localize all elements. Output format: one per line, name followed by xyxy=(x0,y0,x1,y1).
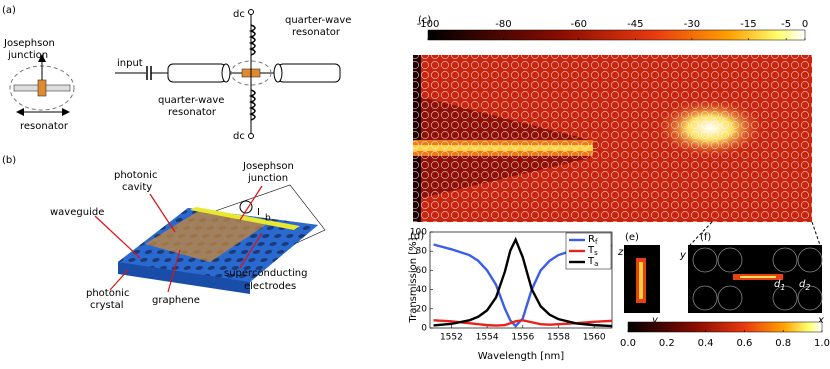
colorbar-tick-label: -30 xyxy=(684,19,700,30)
panel-a: (a) Josephson junction resonator input q… xyxy=(2,5,351,142)
label: resonator xyxy=(168,107,217,118)
label: dc xyxy=(233,9,245,20)
label: Josephson xyxy=(3,38,55,49)
y-tick-label: 100 xyxy=(410,228,427,238)
x-tick-label: 1560 xyxy=(583,333,606,343)
colorbar-tick-label: -80 xyxy=(495,19,511,30)
label: quarter-wave xyxy=(158,95,224,106)
label: cavity xyxy=(122,182,152,193)
panel-label: (b) xyxy=(2,155,16,166)
panel-label: (d) xyxy=(410,231,424,242)
axis-label: x xyxy=(817,315,824,326)
panel-label: (e) xyxy=(625,232,639,243)
label: superconducting xyxy=(224,268,307,279)
panel-b: (b) I b waveguide photonic cavity Joseph… xyxy=(2,155,326,311)
y-tick-label: 20 xyxy=(416,304,428,314)
label: graphene xyxy=(152,295,200,306)
x-tick-label: 1552 xyxy=(440,333,463,343)
x-tick-label: 1556 xyxy=(511,333,534,343)
axis-label: z xyxy=(617,247,624,258)
axis-label: y xyxy=(679,250,687,261)
panel-label: (a) xyxy=(2,5,16,16)
panel-ef: (e) (f) z y y x d1 d2 xyxy=(617,232,824,333)
colorbar xyxy=(627,321,823,333)
legend-label: Ts xyxy=(587,245,598,257)
x-axis-label: Wavelength [nm] xyxy=(478,351,564,362)
colorbar-tick-label: 0.0 xyxy=(620,338,636,349)
label: photonic xyxy=(114,170,157,181)
axis-label: y xyxy=(651,315,659,326)
colorbar-tick-label: 0.8 xyxy=(775,338,791,349)
y-axis-label: Transmission [%] xyxy=(408,237,419,323)
label: resonator xyxy=(292,27,341,38)
label: I xyxy=(257,207,260,218)
label: input xyxy=(117,58,143,69)
y-tick-label: 40 xyxy=(416,285,428,295)
panel-d: (d) Wavelength [nm] Transmission [%] xyxy=(408,231,613,362)
colorbar-tick-label: -60 xyxy=(571,19,587,30)
colorbar-tick-label: -15 xyxy=(740,19,756,30)
label: electrodes xyxy=(244,281,296,292)
y-tick-label: 60 xyxy=(416,266,428,276)
label: junction xyxy=(247,173,288,184)
label: quarter-wave xyxy=(285,15,351,26)
colorbar-tick-label: 1.0 xyxy=(814,338,830,349)
y-tick-label: 80 xyxy=(416,247,428,257)
y-tick-label: 0 xyxy=(421,324,427,334)
colorbar-tick-label: 0.4 xyxy=(698,338,714,349)
label: junction xyxy=(7,50,48,61)
x-tick-label: 1554 xyxy=(476,333,499,343)
label: photonic xyxy=(86,288,129,299)
colorbar-tick-label: -100 xyxy=(417,19,440,30)
label: dc xyxy=(233,131,245,142)
colorbar-tick-label: 0 xyxy=(802,19,808,30)
panel-label: (c) xyxy=(418,15,431,26)
colorbar xyxy=(427,29,806,41)
label: resonator xyxy=(20,121,69,132)
x-tick-label: 1558 xyxy=(547,333,570,343)
label: Josephson xyxy=(242,161,294,172)
panel-c: (c) xyxy=(413,15,821,246)
series-line xyxy=(433,319,613,327)
label: d2 xyxy=(799,279,810,292)
colorbar-tick-label: -45 xyxy=(627,19,643,30)
label: b xyxy=(265,214,271,224)
colorbar-tick-label: -5 xyxy=(781,19,791,30)
series-line xyxy=(433,243,613,328)
colorbar-tick-label: 0.2 xyxy=(659,338,675,349)
legend-label: Rf xyxy=(588,234,598,246)
panel-label: (f) xyxy=(700,232,711,243)
series-line xyxy=(433,236,613,328)
colorbar-ticks: -100 -80 -60 -45 -30 -15 -5 0 xyxy=(417,19,808,40)
colorbar-ticks: 0.0 0.2 0.4 0.6 0.8 1.0 xyxy=(620,330,830,349)
label: waveguide xyxy=(50,207,104,218)
legend-label: Ta xyxy=(587,256,598,268)
label: d1 xyxy=(774,279,785,292)
colorbar-tick-label: 0.6 xyxy=(736,338,752,349)
label: crystal xyxy=(90,300,124,311)
